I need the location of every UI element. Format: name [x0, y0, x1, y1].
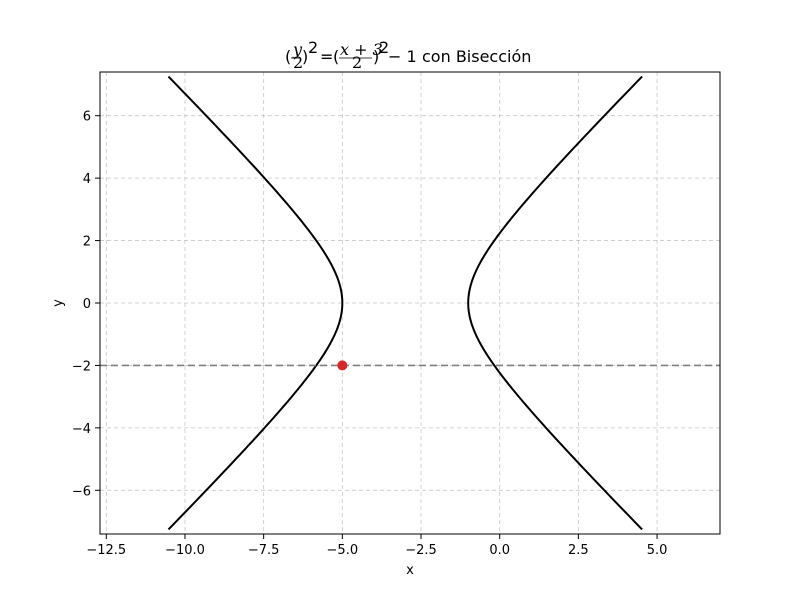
bisection-root-point	[337, 360, 348, 371]
y-tick-label: −6	[72, 484, 91, 499]
title-rparen-1: )	[302, 47, 308, 66]
title-lhs-den: 2	[293, 53, 303, 72]
y-tick-label: 0	[83, 297, 91, 312]
x-tick-label: 5.0	[647, 543, 668, 558]
title-lhs-exp: 2	[308, 38, 318, 57]
y-axis-label: y	[51, 299, 66, 307]
x-tick-label: −10.0	[165, 543, 205, 558]
title-rparen-2: )	[373, 47, 379, 66]
title-suffix: con Bisección	[422, 47, 531, 66]
y-tick-label: 6	[83, 110, 91, 125]
hyperbola-right-branch	[467, 75, 643, 531]
grid	[100, 72, 720, 534]
y-tick-label: −2	[72, 359, 91, 374]
title-lparen-1: (	[285, 47, 291, 66]
hyperbola-left-branch	[167, 75, 344, 531]
title-lhs-num: y	[292, 40, 303, 59]
x-tick-label: −2.5	[405, 543, 437, 558]
x-axis-label: x	[406, 563, 414, 578]
title-lparen-2: (	[333, 47, 339, 66]
title-rhs-den: 2	[352, 53, 362, 72]
title-minus-one: − 1	[388, 47, 417, 66]
title-rhs-num: x + 3	[340, 40, 383, 59]
title-equals: =	[320, 47, 333, 66]
x-tick-label: −12.5	[86, 543, 126, 558]
x-tick-label: −7.5	[248, 543, 280, 558]
y-tick-label: 4	[83, 172, 91, 187]
x-tick-label: 2.5	[568, 543, 589, 558]
y-tick-label: −4	[72, 422, 91, 437]
y-tick-label: 2	[83, 235, 91, 250]
ticks: −12.5 −10.0 −7.5 −5.0 −2.5 0.0 2.5 5.0 −6 −4 −2 0 2 4…	[72, 110, 668, 558]
title-rhs-exp: 2	[379, 38, 389, 57]
plot-lines	[100, 75, 720, 531]
x-tick-label: −5.0	[327, 543, 359, 558]
chart-title: ( y 2 ) 2 = ( x + 3 2 ) 2 − 1 con Bisecc…	[285, 38, 531, 72]
x-tick-label: 0.0	[489, 543, 510, 558]
